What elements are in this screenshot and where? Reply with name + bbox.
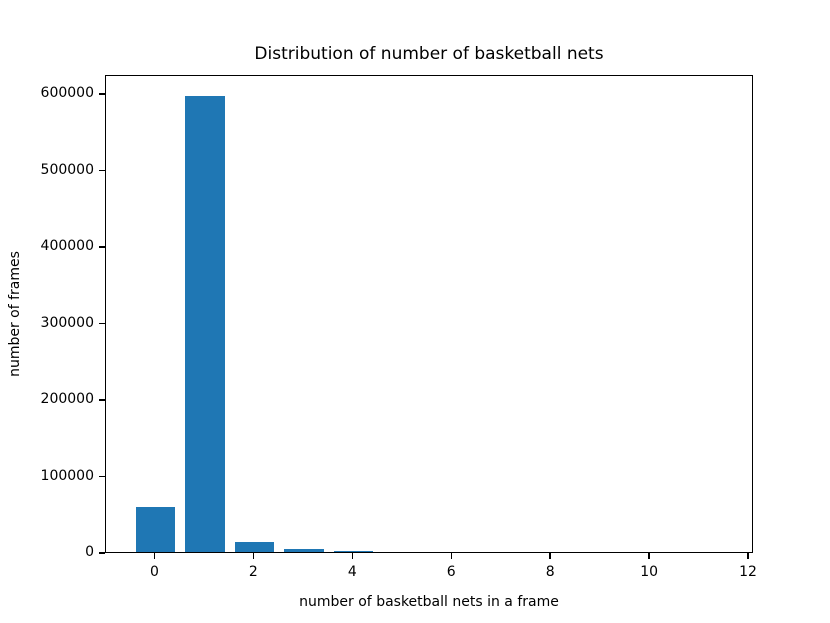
x-axis-label: number of basketball nets in a frame xyxy=(299,594,559,610)
x-tick-label: 12 xyxy=(739,564,757,580)
x-tick-mark xyxy=(252,553,255,559)
y-tick-label: 100000 xyxy=(40,467,94,484)
y-tick-label: 600000 xyxy=(40,85,94,102)
y-tick-mark xyxy=(99,322,105,325)
x-tick-label: 4 xyxy=(347,564,357,580)
x-tick-label: 6 xyxy=(446,564,456,580)
plot-area xyxy=(105,75,753,553)
y-tick-label: 0 xyxy=(85,544,94,560)
y-tick-mark xyxy=(99,169,105,172)
y-tick-label: 400000 xyxy=(40,238,94,255)
y-tick-mark xyxy=(99,93,105,95)
x-tick-label: 8 xyxy=(545,564,555,580)
x-tick-mark xyxy=(153,553,156,559)
x-tick-mark xyxy=(648,553,650,559)
bar-x1 xyxy=(185,96,225,552)
y-tick-label: 200000 xyxy=(40,391,94,408)
x-tick-mark xyxy=(351,553,354,559)
x-tick-mark xyxy=(549,553,551,559)
y-tick-mark xyxy=(99,246,105,248)
x-tick-mark xyxy=(450,553,452,559)
y-tick-mark xyxy=(99,552,105,554)
bar-x0 xyxy=(135,506,176,552)
bar-x3 xyxy=(284,549,324,552)
y-tick-label: 300000 xyxy=(40,314,94,331)
y-tick-label: 500000 xyxy=(40,161,94,178)
bar-x2 xyxy=(234,542,275,552)
x-tick-label: 2 xyxy=(248,564,258,580)
x-tick-label: 0 xyxy=(149,564,159,580)
x-tick-mark xyxy=(747,553,749,559)
chart-title: Distribution of number of basketball net… xyxy=(254,44,604,64)
bar-x4 xyxy=(333,551,374,552)
y-tick-mark xyxy=(99,475,105,478)
y-tick-mark xyxy=(99,399,105,401)
x-tick-label: 10 xyxy=(640,564,659,580)
